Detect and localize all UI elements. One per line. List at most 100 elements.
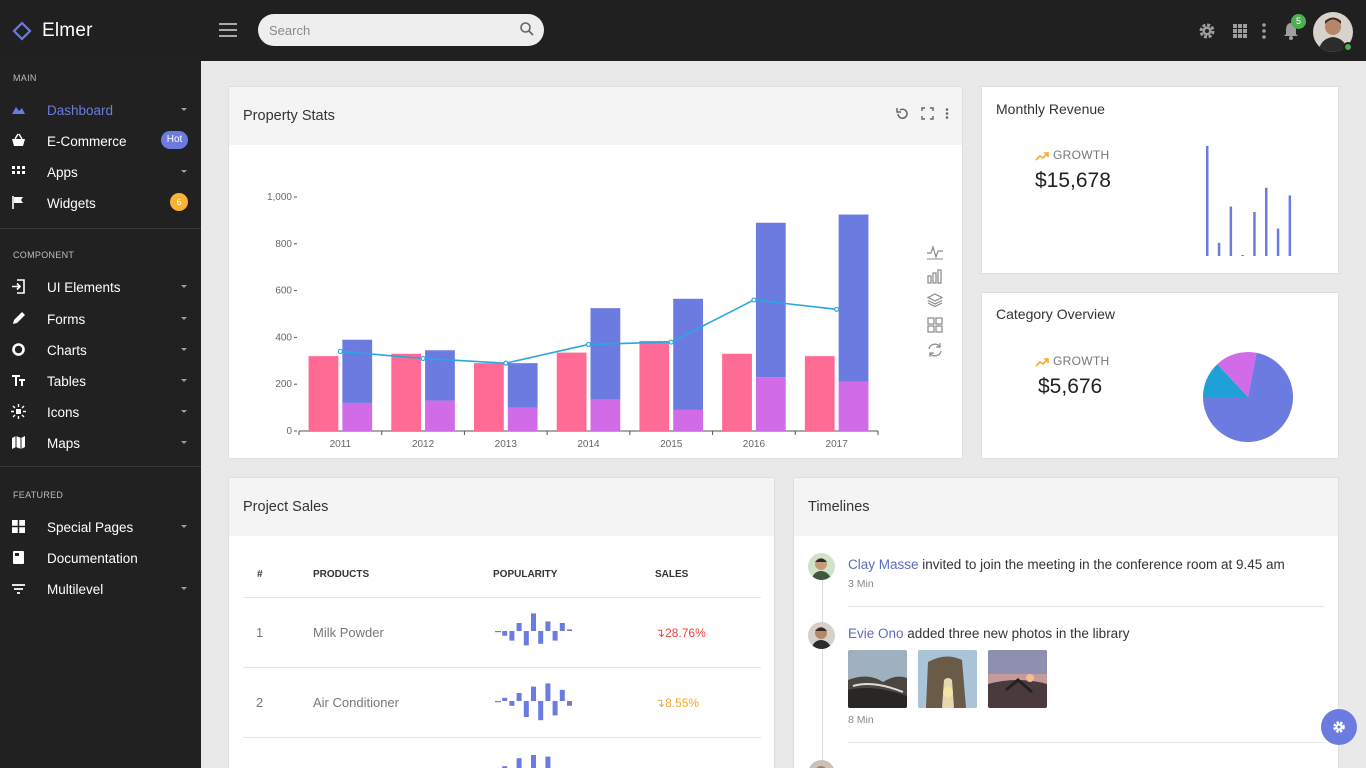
sidebar-item-tables[interactable]: Tables [0,367,201,395]
sidebar-item-ui-elements[interactable]: UI Elements [0,273,201,301]
timeline-entry-text: Evie Ono added three new photos in the l… [848,626,1129,641]
row-number: 2 [256,695,264,710]
sidebar-item-label: Widgets [47,196,96,211]
line-point [503,360,509,366]
popularity-bar [559,623,565,631]
brand[interactable]: Elmer [12,20,93,42]
refresh-icon[interactable] [895,106,910,121]
popularity-bar [502,631,508,636]
login-icon [12,279,25,294]
more-vertical-icon[interactable] [944,107,950,120]
popularity-bar [531,686,536,701]
apps-grid-icon[interactable] [1230,21,1250,41]
popularity-bar [552,701,558,716]
bar-series-b [590,399,621,431]
avatar[interactable] [808,553,835,580]
column-header-products: PRODUCTS [313,569,370,580]
card-title: Property Stats [243,108,335,124]
trend-down-icon: ↴ [655,626,666,640]
sidebar-item-widgets[interactable]: Widgets 6 [0,189,201,217]
sidebar: MAIN Dashboard E-Commerce Hot Apps Widge… [0,61,201,768]
sidebar-item-ecommerce[interactable]: E-Commerce Hot [0,127,201,155]
restore-icon[interactable] [926,342,944,358]
popularity-bar [538,631,544,644]
monthly-revenue-value: $15,678 [1035,169,1111,192]
chevron-down-icon [181,525,187,528]
library-photo-thumbnail[interactable] [918,650,977,708]
sidebar-item-multilevel[interactable]: Multilevel [0,575,201,603]
timeline-connector [822,566,823,768]
menu-toggle-icon[interactable] [219,23,237,37]
line-point [420,355,426,362]
sidebar-item-icons[interactable]: Icons [0,398,201,426]
sidebar-item-forms[interactable]: Forms [0,305,201,333]
bar-chart-toggle-icon[interactable] [926,268,944,284]
chevron-down-icon [181,317,187,320]
popularity-bar [545,756,551,768]
avatar[interactable] [808,760,835,768]
bar-series-a [639,340,670,431]
line-chart-toggle-icon[interactable] [926,244,944,260]
y-tick-label: 400 [275,332,292,343]
sidebar-item-charts[interactable]: Charts [0,336,201,364]
card-title: Timelines [808,499,870,515]
fullscreen-icon[interactable] [921,107,934,120]
chevron-down-icon [181,410,187,413]
user-name-link[interactable]: Clay Masse [848,557,919,572]
bar-series-c [507,363,538,408]
sidebar-item-special-pages[interactable]: Special Pages [0,513,201,541]
y-tick-label: 0 [286,426,292,437]
product-name: Air Conditioner [313,695,399,710]
settings-fab-button[interactable] [1321,709,1357,745]
sidebar-item-label: Charts [47,343,87,358]
sales-percent-value: 28.76% [665,626,706,640]
popularity-bar [567,701,572,706]
sidebar-item-label: Documentation [47,551,138,566]
card-title: Category Overview [996,306,1116,322]
sidebar-item-label: Icons [47,405,80,420]
popularity-bar [495,631,501,633]
bar-series-b [425,400,455,431]
chevron-down-icon [181,108,187,111]
user-name-link[interactable]: Evie Ono [848,626,904,641]
property-stats-card: Property Stats 0 200 400 600 800 1,000 2011 201… [228,86,963,459]
sidebar-item-maps[interactable]: Maps [0,429,201,457]
sidebar-item-documentation[interactable]: Documentation [0,544,201,572]
library-photo-thumbnail[interactable] [988,650,1047,708]
card-header: Timelines [794,478,1338,536]
apps-grid-icon [12,166,25,174]
library-photo-thumbnail[interactable] [848,650,907,708]
user-avatar[interactable] [1313,12,1353,52]
y-tick-label: 200 [275,379,292,390]
sidebar-item-dashboard[interactable]: Dashboard [0,96,201,124]
timelines-card: Timelines Clay Masse invited to join the… [793,477,1339,768]
more-vertical-icon[interactable] [1255,21,1273,41]
search-input[interactable] [258,14,544,46]
entry-divider [848,742,1324,743]
popularity-bar [531,613,536,631]
filter-icon [12,584,25,594]
chevron-down-icon [181,348,187,351]
sales-percent-value: 8.55% [665,696,700,710]
tiled-view-icon[interactable] [926,317,944,333]
sales-percent: ↴8.55% [655,696,699,710]
avatar[interactable] [808,622,835,649]
sidebar-section-main: MAIN [13,73,37,83]
line-point [834,306,840,312]
gear-icon [1333,721,1345,733]
sidebar-item-apps[interactable]: Apps [0,158,201,186]
sidebar-item-label: Forms [47,312,86,327]
settings-gear-icon[interactable] [1197,21,1217,41]
activity-text: added three new photos in the library [907,626,1130,641]
growth-label: GROWTH [1035,354,1109,368]
project-sales-card: Project Sales # PRODUCTS POPULARITY SALE… [228,477,775,768]
column-header-num: # [257,569,263,580]
popularity-bar [516,623,522,631]
stack-layers-icon[interactable] [926,292,944,308]
growth-label-text: GROWTH [1053,354,1110,368]
sidebar-item-label: E-Commerce [47,134,127,149]
search-icon[interactable] [519,21,535,37]
category-overview-card: Category Overview GROWTH $5,676 [981,292,1339,459]
popularity-bar [523,701,529,717]
bar-series-a [556,352,587,431]
